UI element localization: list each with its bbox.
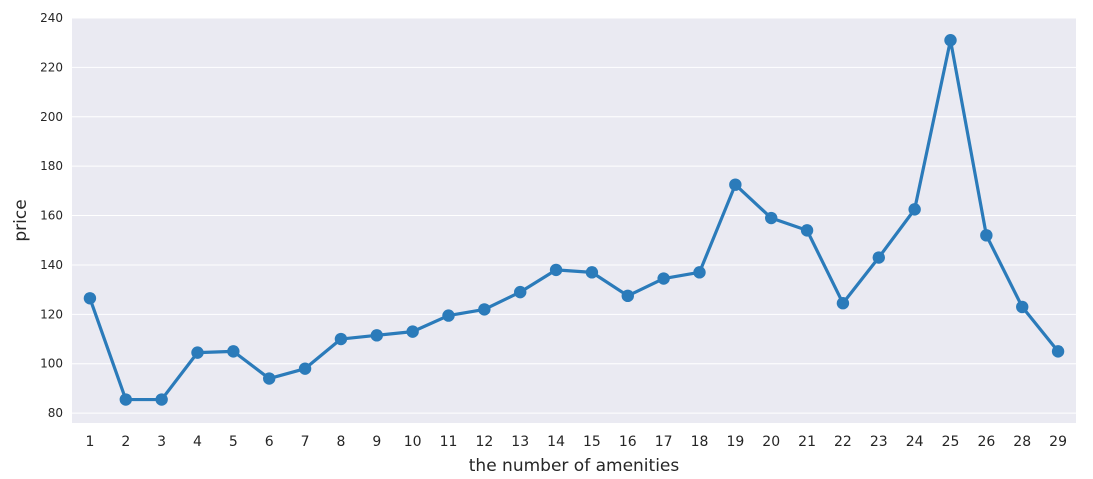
data-point — [83, 292, 97, 305]
data-point — [370, 329, 383, 342]
x-tick-label: 10 — [404, 434, 422, 450]
data-point — [155, 393, 168, 406]
data-point — [1016, 300, 1029, 314]
data-points — [83, 34, 1065, 406]
y-tick-label: 100 — [40, 357, 63, 371]
x-tick-label: 5 — [229, 434, 238, 450]
data-point — [442, 309, 455, 322]
x-tick-label: 29 — [1049, 434, 1067, 450]
data-point — [800, 224, 814, 237]
x-tick-label: 25 — [942, 434, 960, 450]
data-point — [944, 34, 957, 47]
x-tick-label: 16 — [619, 434, 637, 450]
y-tick-label: 180 — [40, 159, 63, 173]
x-tick-labels: 1 2 3 4 5 6 7 8 9 10 11 12 13 14 15 16 17 18 19 20 21 22 23 24 2… — [85, 434, 1067, 450]
y-tick-labels: 80 100 120 140 160 180 200 220 240 — [40, 11, 63, 420]
data-point — [872, 251, 885, 264]
data-point — [263, 372, 276, 385]
y-tick-label: 200 — [40, 110, 63, 124]
x-axis-label: the number of amenities — [469, 456, 680, 476]
data-point — [1051, 345, 1065, 358]
x-tick-label: 20 — [762, 434, 780, 450]
x-tick-label: 19 — [726, 434, 744, 450]
data-point — [298, 362, 312, 375]
data-point — [514, 285, 527, 299]
data-point — [765, 211, 778, 225]
data-point — [227, 345, 240, 358]
x-tick-label: 3 — [157, 434, 166, 450]
y-tick-label: 160 — [40, 209, 63, 223]
x-tick-label: 14 — [547, 434, 565, 450]
x-tick-label: 18 — [691, 434, 709, 450]
x-tick-label: 7 — [301, 434, 310, 450]
data-point — [585, 266, 599, 279]
grid-lines — [72, 17, 1076, 414]
x-tick-label: 2 — [121, 434, 130, 450]
x-tick-label: 4 — [193, 434, 202, 450]
x-tick-label: 13 — [511, 434, 529, 450]
data-point — [334, 332, 348, 346]
x-tick-label: 11 — [440, 434, 458, 450]
x-tick-label: 6 — [265, 434, 274, 450]
plot-area — [72, 18, 1076, 423]
data-point — [621, 289, 634, 303]
x-tick-label: 17 — [655, 434, 673, 450]
x-tick-label: 24 — [906, 434, 924, 450]
y-tick-label: 80 — [48, 406, 63, 420]
data-point — [406, 325, 419, 338]
x-tick-label: 12 — [475, 434, 493, 450]
y-tick-label: 240 — [40, 11, 63, 25]
data-point — [549, 263, 563, 277]
data-point — [119, 393, 132, 406]
series-line — [88, 38, 1060, 402]
x-tick-label: 8 — [336, 434, 345, 450]
data-point — [908, 203, 921, 216]
x-tick-label: 9 — [372, 434, 381, 450]
y-axis-label: price — [11, 199, 31, 241]
x-tick-label: 28 — [1013, 434, 1031, 450]
data-point — [657, 272, 670, 285]
y-tick-label: 140 — [40, 258, 63, 272]
y-tick-label: 120 — [40, 307, 63, 321]
data-point — [478, 303, 491, 316]
data-point — [980, 229, 993, 242]
data-point — [729, 178, 742, 191]
data-point — [836, 297, 850, 310]
data-point — [693, 266, 706, 279]
x-tick-label: 23 — [870, 434, 888, 450]
x-tick-label: 1 — [85, 434, 94, 450]
y-tick-label: 220 — [40, 60, 63, 74]
x-tick-label: 22 — [834, 434, 852, 450]
x-tick-label: 15 — [583, 434, 601, 450]
x-tick-label: 26 — [977, 434, 995, 450]
data-point — [191, 346, 204, 359]
x-tick-label: 21 — [798, 434, 816, 450]
